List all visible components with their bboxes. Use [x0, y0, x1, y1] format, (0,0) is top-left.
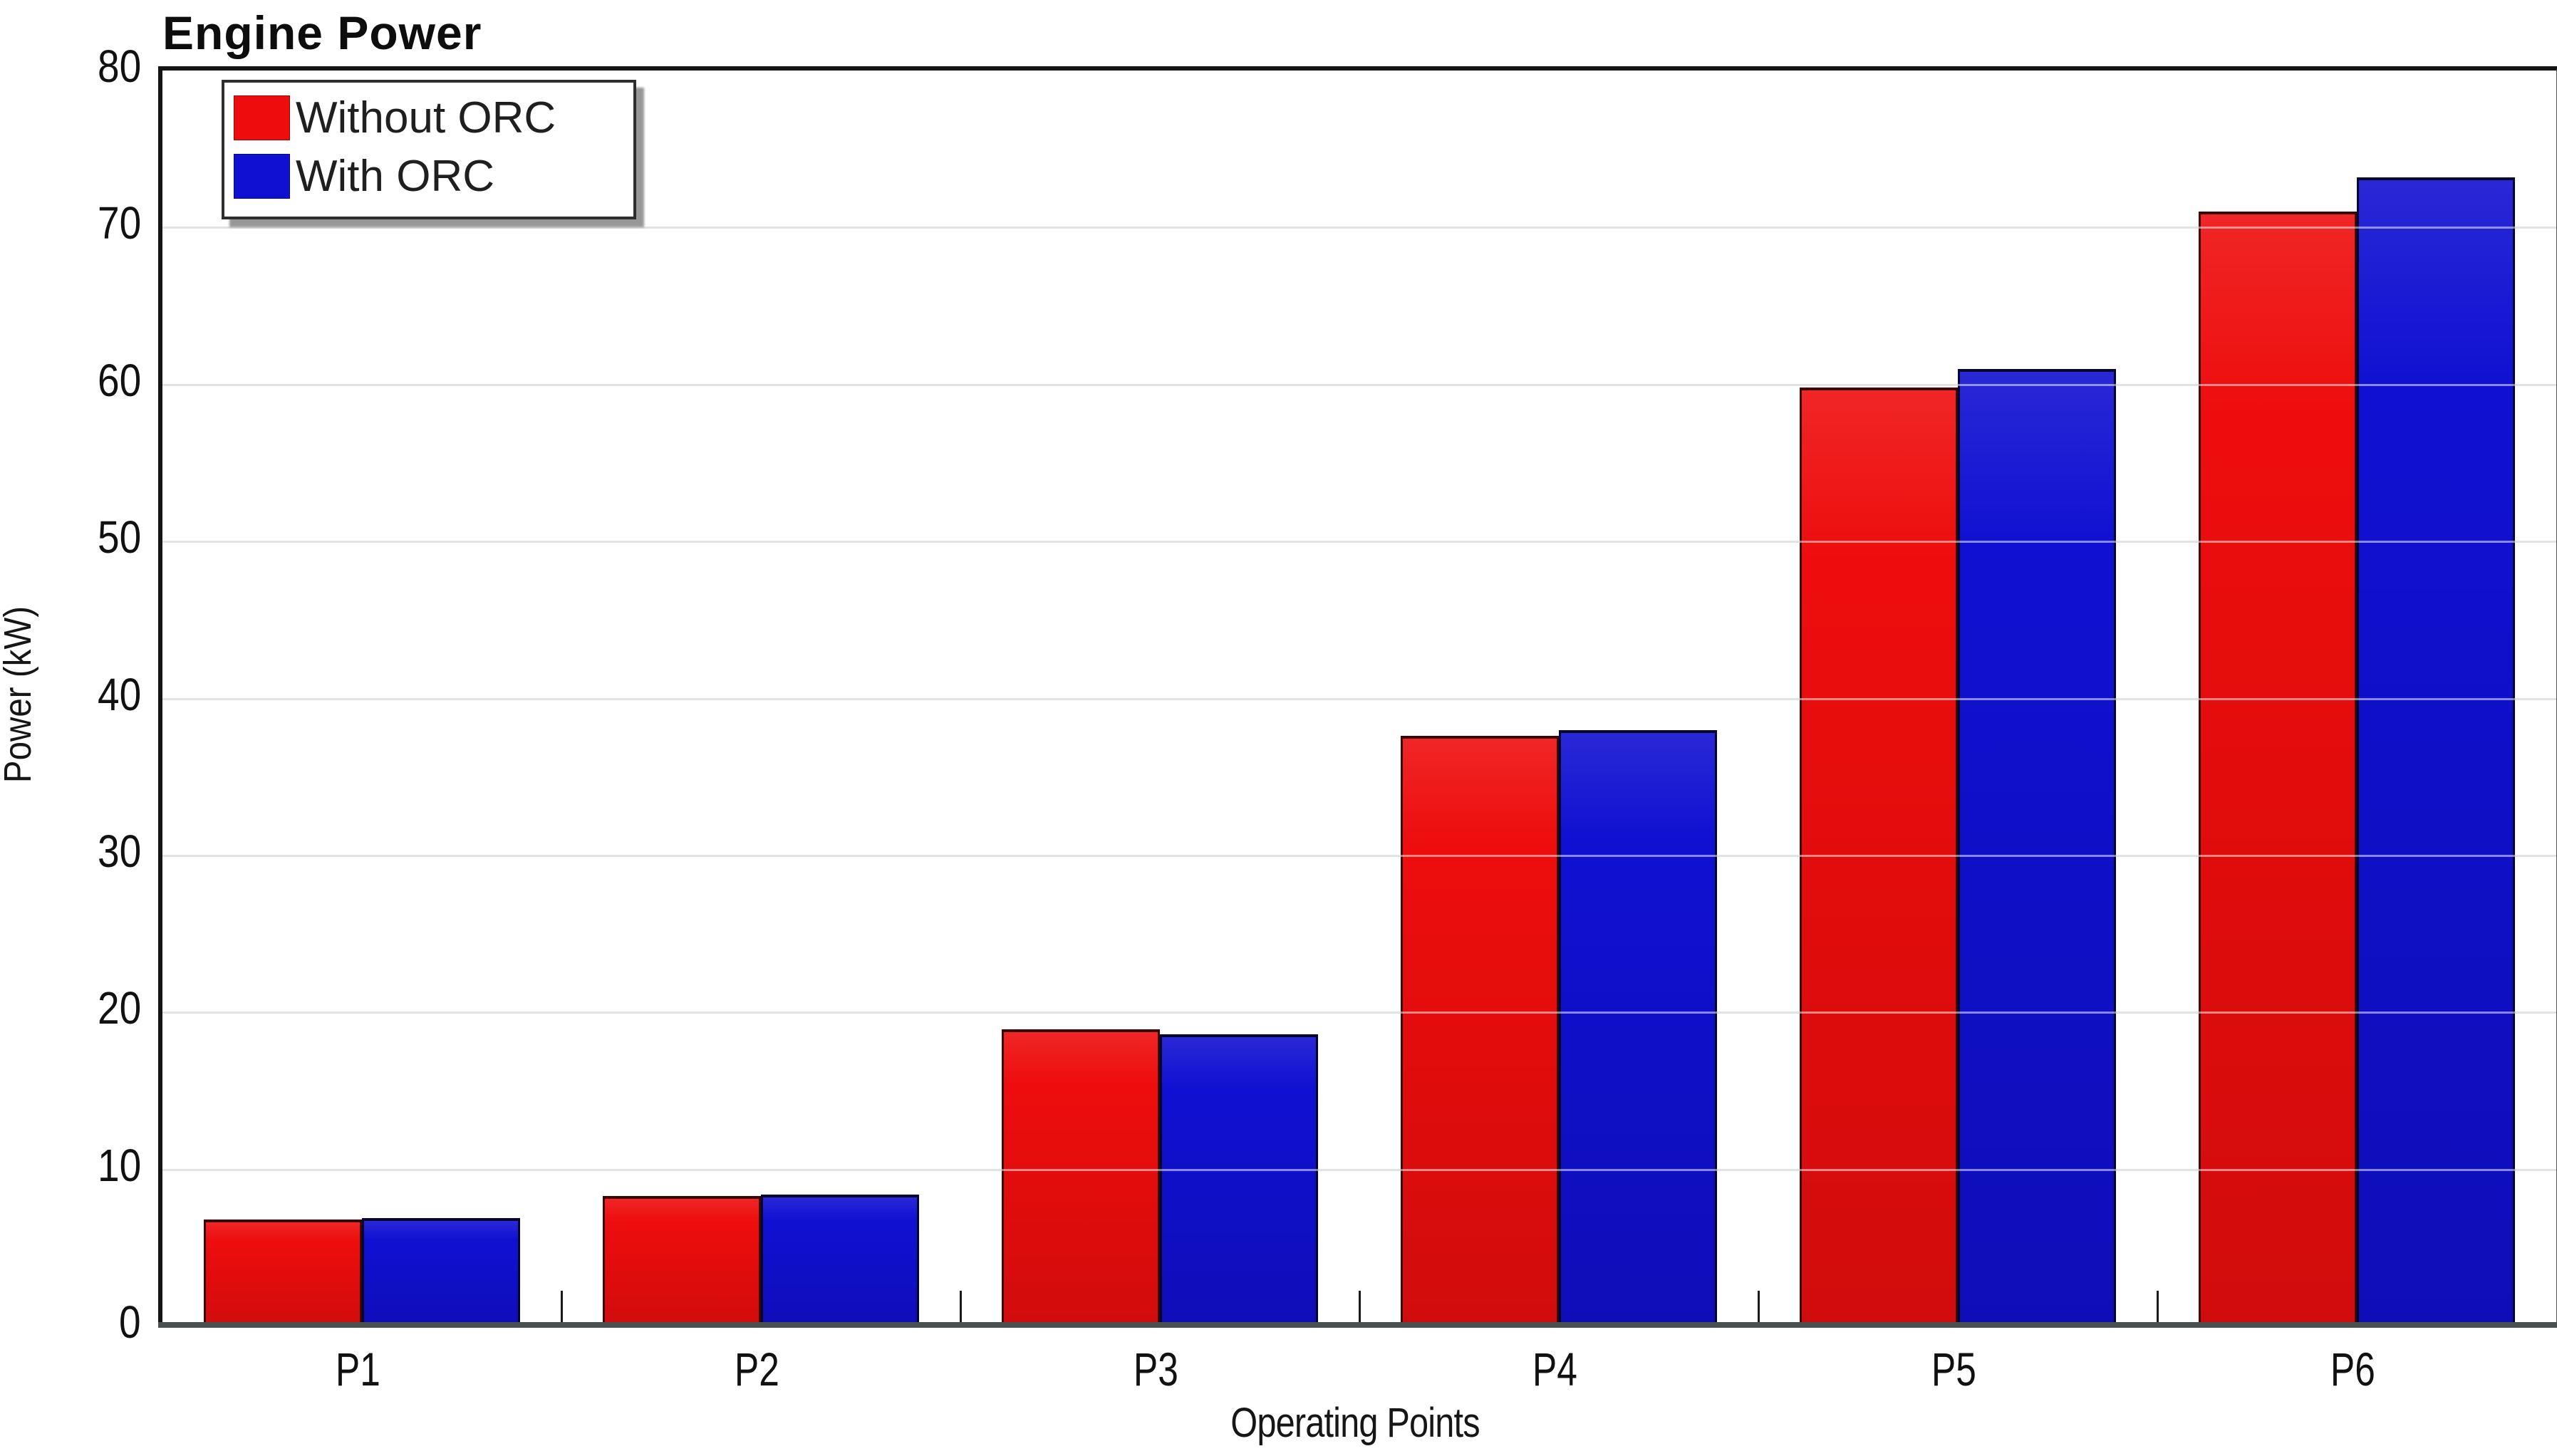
gridline-overlay-30 [162, 855, 2556, 857]
y-tick-text: 80 [97, 41, 141, 92]
y-tick-text: 40 [97, 669, 141, 720]
bar-without-orc-P3 [1002, 1029, 1160, 1326]
bar-with-orc-P2 [761, 1195, 919, 1326]
bar-without-orc-P4 [1401, 736, 1559, 1326]
x-axis-tick [2157, 1291, 2159, 1326]
bar-without-orc-P5 [1800, 388, 1958, 1326]
legend-item: With ORC [234, 154, 633, 199]
legend-label-with-orc: With ORC [296, 152, 494, 201]
legend-swatch-with-orc [234, 154, 290, 199]
x-tick-text: P2 [734, 1343, 779, 1395]
x-axis-title: Operating Points [999, 1398, 1711, 1449]
x-tick-text: P6 [2330, 1343, 2375, 1395]
y-tick-label-40: 40 [27, 672, 141, 717]
y-tick-text: 20 [97, 982, 141, 1034]
x-tick-label-P1: P1 [272, 1341, 443, 1398]
bar-with-orc-P6 [2357, 177, 2515, 1326]
x-tick-text: P1 [335, 1343, 380, 1395]
bar-without-orc-P1 [204, 1220, 362, 1326]
x-tick-label-P4: P4 [1469, 1341, 1640, 1398]
legend-label-without-orc: Without ORC [296, 93, 556, 142]
gridline-overlay-10 [162, 1169, 2556, 1171]
gridline-overlay-20 [162, 1012, 2556, 1014]
legend-swatch-without-orc [234, 95, 290, 140]
y-tick-label-70: 70 [27, 200, 141, 246]
x-tick-label-P6: P6 [2267, 1341, 2438, 1398]
legend-item: Without ORC [234, 95, 633, 140]
x-tick-text: P3 [1133, 1343, 1178, 1395]
x-axis-title-text: Operating Points [1230, 1400, 1480, 1446]
x-tick-label-P2: P2 [671, 1341, 842, 1398]
x-axis-tick [561, 1291, 563, 1326]
gridline-overlay-50 [162, 541, 2556, 543]
bar-without-orc-P6 [2199, 212, 2357, 1326]
x-axis-tick [1359, 1291, 1361, 1326]
y-tick-label-30: 30 [27, 828, 141, 874]
x-tick-text: P4 [1532, 1343, 1577, 1395]
x-axis-tick [1758, 1291, 1760, 1326]
bar-with-orc-P4 [1559, 730, 1717, 1326]
plot-area [158, 66, 2557, 1328]
bar-with-orc-P3 [1160, 1034, 1318, 1326]
x-tick-label-P3: P3 [1070, 1341, 1241, 1398]
x-axis-baseline [158, 1322, 2557, 1328]
y-tick-label-50: 50 [27, 514, 141, 560]
x-tick-text: P5 [1931, 1343, 1976, 1395]
y-tick-label-20: 20 [27, 985, 141, 1031]
gridline-overlay-70 [162, 227, 2556, 229]
gridline-overlay-40 [162, 698, 2556, 700]
y-tick-label-80: 80 [27, 43, 141, 89]
y-tick-text: 70 [97, 197, 141, 249]
bar-with-orc-P5 [1958, 369, 2116, 1326]
y-tick-label-10: 10 [27, 1143, 141, 1188]
y-tick-text: 50 [97, 511, 141, 563]
x-axis-tick [960, 1291, 962, 1326]
bar-with-orc-P1 [362, 1218, 520, 1326]
y-tick-text: 0 [119, 1296, 141, 1348]
gridline-overlay-60 [162, 384, 2556, 386]
y-tick-text: 30 [97, 826, 141, 877]
bar-without-orc-P2 [603, 1196, 761, 1326]
y-tick-text: 60 [97, 355, 141, 406]
y-tick-label-60: 60 [27, 358, 141, 403]
y-tick-text: 10 [97, 1140, 141, 1191]
y-tick-label-0: 0 [27, 1299, 141, 1345]
chart-title: Engine Power [162, 6, 482, 59]
x-tick-label-P5: P5 [1868, 1341, 2039, 1398]
legend: Without ORC With ORC [222, 80, 636, 219]
